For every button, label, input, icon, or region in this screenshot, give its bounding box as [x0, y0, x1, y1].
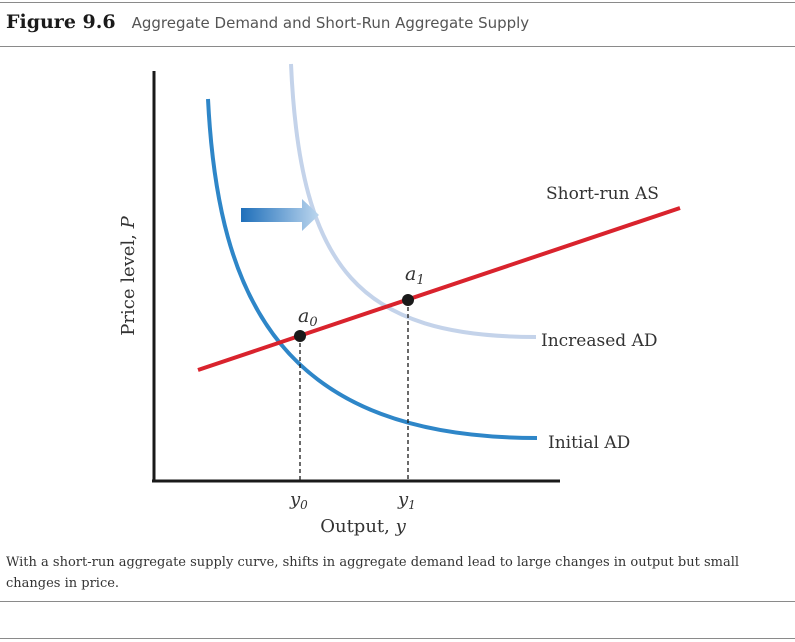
x-axis-title-var: y	[395, 516, 407, 537]
increased-ad-label: Increased AD	[541, 331, 658, 351]
short-run-as-label: Short-run AS	[546, 184, 659, 204]
x-axis-title-text: Output,	[320, 516, 395, 537]
y-axis-title-text: Price level,	[118, 228, 139, 335]
point-label-a0-base: a	[298, 305, 309, 327]
initial-ad-curve	[206, 98, 538, 440]
point-label-a1-sub: 1	[416, 273, 424, 288]
y-axis-title-var: P	[118, 215, 139, 229]
top-rule	[0, 2, 795, 3]
figure-caption: With a short-run aggregate supply curve,…	[6, 555, 740, 591]
figure-title: Aggregate Demand and Short-Run Aggregate…	[131, 14, 530, 32]
x-tick-y0: y0	[289, 489, 308, 512]
x-tick-y1-sub: 1	[408, 498, 416, 512]
point-label-a0-sub: 0	[309, 315, 317, 330]
x-axis-title: Output, y	[320, 516, 406, 537]
increased-ad-curve	[289, 63, 537, 339]
caption-bottom-rule	[0, 601, 795, 602]
x-tick-y1: y1	[397, 489, 416, 512]
figure-label: Figure 9.6	[6, 11, 116, 33]
point-label-a0: a0	[298, 305, 318, 330]
shift-arrow-icon	[241, 199, 319, 231]
point-label-a1-base: a	[405, 263, 416, 285]
equilibrium-point-a0	[294, 330, 306, 342]
x-tick-y1-base: y	[397, 489, 409, 510]
x-tick-y0-sub: 0	[300, 498, 308, 512]
equilibrium-point-a1	[402, 294, 414, 306]
bottom-rule	[0, 638, 795, 639]
initial-ad-label: Initial AD	[548, 433, 630, 453]
header-rule	[0, 46, 795, 47]
x-tick-y0-base: y	[289, 489, 301, 510]
point-label-a1: a1	[405, 263, 425, 288]
short-run-as-curve	[197, 206, 681, 372]
y-axis-title: Price level, P	[118, 215, 139, 335]
ad-as-diagram: a0 a1 Short-run AS Increased AD Initial …	[118, 63, 681, 537]
figure-header: Figure 9.6 Aggregate Demand and Short-Ru…	[6, 11, 529, 41]
